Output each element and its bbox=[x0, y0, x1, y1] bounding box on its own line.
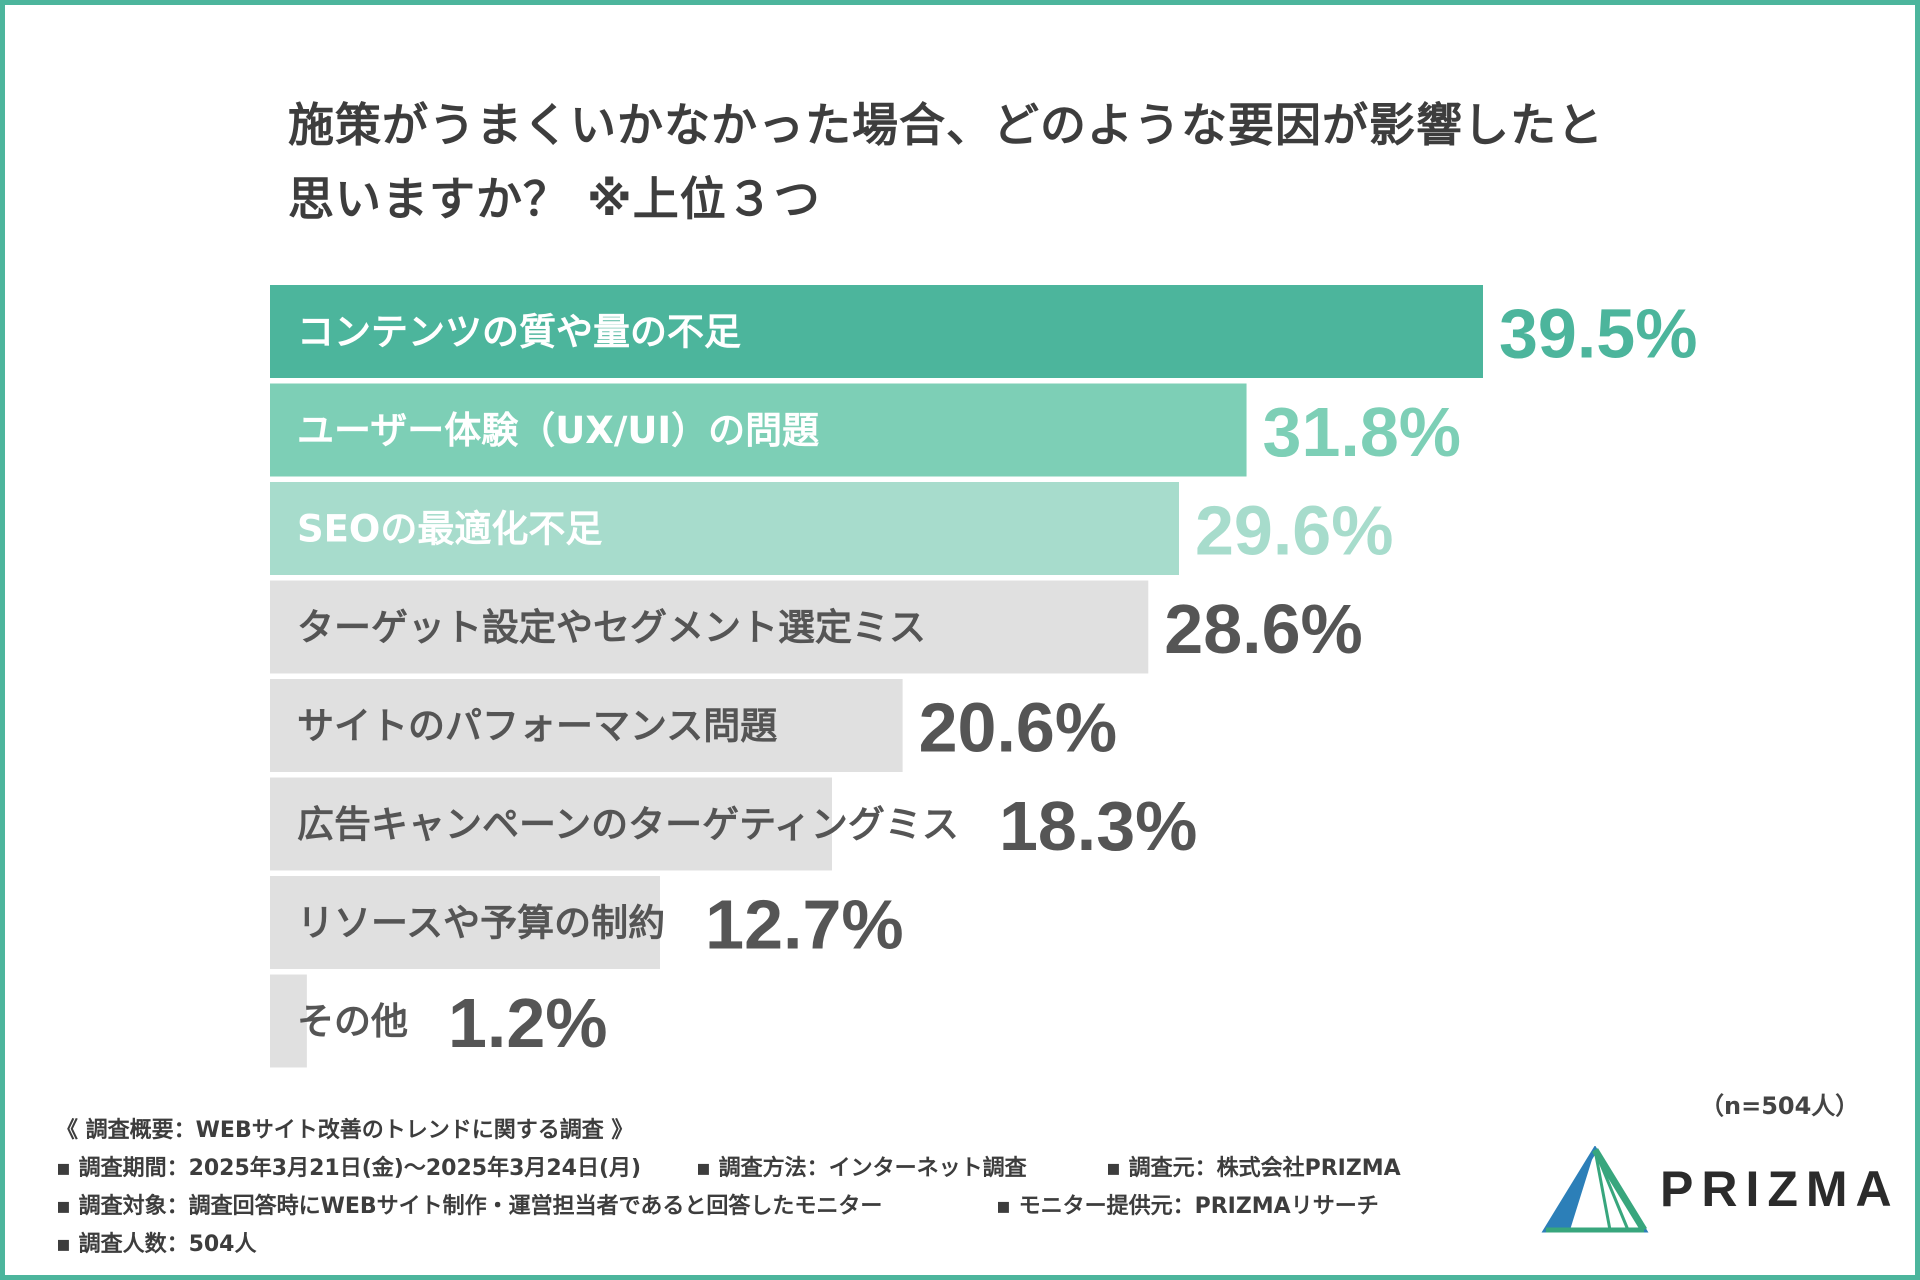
bar-5 bbox=[270, 679, 903, 772]
prizma-logo-icon bbox=[1541, 1145, 1649, 1233]
title-line-1: 施策がうまくいかなかった場合、どのような要因が影響したと bbox=[288, 98, 1604, 152]
bar-label-2: ユーザー体験（UX/UI）の問題 bbox=[297, 409, 819, 452]
sample-size-note: （n=504人） bbox=[1700, 1092, 1860, 1120]
survey-count: ▪ 調査人数：504人 bbox=[56, 1232, 257, 1257]
bar-value-3: 29.6% bbox=[1195, 492, 1393, 570]
bar-label-7: リソースや予算の制約 bbox=[297, 902, 665, 945]
chart-title: 施策がうまくいかなかった場合、どのような要因が影響したと 思いますか？ ※上位３… bbox=[288, 88, 1688, 236]
survey-title: 《 調査概要：WEBサイト改善のトレンドに関する調査 》 bbox=[56, 1118, 634, 1143]
prizma-logo: PRIZMA bbox=[1540, 1145, 1900, 1236]
bar-label-5: サイトのパフォーマンス問題 bbox=[297, 705, 777, 748]
survey-period-text: ▪ 調査期間：2025年3月21日(金)〜2025年3月24日(月) bbox=[56, 1156, 642, 1181]
bar-label-3: SEOの最適化不足 bbox=[297, 508, 602, 551]
bar-value-2: 31.8% bbox=[1263, 393, 1461, 471]
survey-source: ▪ 調査元：株式会社PRIZMA bbox=[1106, 1156, 1401, 1181]
bar-value-6: 18.3% bbox=[999, 787, 1197, 865]
bar-value-7: 12.7% bbox=[705, 886, 903, 964]
bar-4 bbox=[270, 580, 1149, 674]
bar-8 bbox=[270, 974, 307, 1068]
bar-2 bbox=[270, 383, 1247, 477]
bar-label-4: ターゲット設定やセグメント選定ミス bbox=[297, 606, 926, 649]
bar-label-6: 広告キャンペーンのターゲティングミス bbox=[297, 803, 959, 846]
survey-target: ▪ 調査対象：調査回答時にWEBサイト制作・運営担当者であると回答したモニター bbox=[56, 1194, 883, 1219]
bar-label-8: その他 bbox=[297, 1000, 408, 1043]
bar-3 bbox=[270, 482, 1179, 575]
bar-label-1: コンテンツの質や量の不足 bbox=[297, 311, 741, 354]
bar-value-1: 39.5% bbox=[1499, 295, 1697, 373]
bar-1 bbox=[270, 285, 1483, 378]
title-line-2: 思いますか？ ※上位３つ bbox=[288, 172, 821, 226]
bar-6 bbox=[270, 777, 832, 871]
prizma-logo-text: PRIZMA bbox=[1660, 1161, 1900, 1217]
bar-value-8: 1.2% bbox=[448, 984, 608, 1062]
bar-value-5: 20.6% bbox=[919, 689, 1117, 767]
survey-provider: ▪ モニター提供元：PRIZMAリサーチ bbox=[996, 1194, 1379, 1219]
bar-value-4: 28.6% bbox=[1164, 590, 1362, 668]
bar-7 bbox=[270, 876, 661, 969]
survey-method: ▪ 調査方法：インターネット調査 bbox=[696, 1156, 1027, 1181]
